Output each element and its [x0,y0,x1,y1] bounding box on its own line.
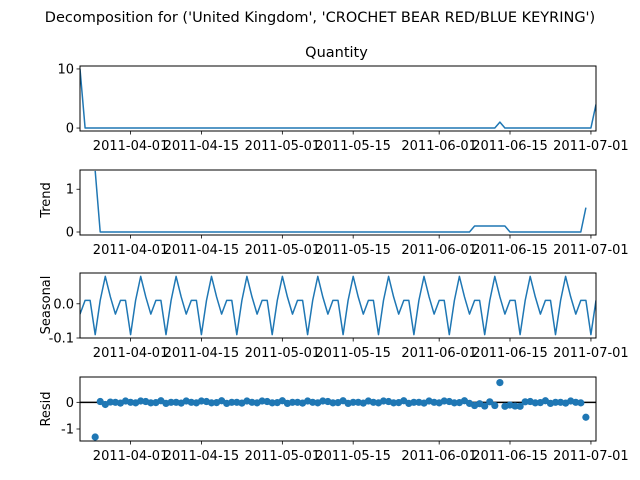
resid-point [288,398,297,406]
quantity-panel-title: Quantity [305,45,368,61]
resid-point [329,399,337,407]
x-tick-label: 2011-07-01 [553,139,629,154]
panel-frame [79,169,597,236]
y-tick-label: 0.0 [53,297,74,312]
x-tick-label: 2011-06-15 [472,243,548,258]
x-tick-label: 2011-07-01 [553,346,629,361]
resid-point [491,401,499,410]
resid-point [207,399,216,407]
seasonal-line [80,275,596,336]
x-tick-label: 2011-04-15 [164,346,240,361]
x-tick-label: 2011-05-01 [245,346,321,361]
x-tick-label: 2011-06-01 [401,139,477,154]
resid-point [410,398,418,406]
x-tick-label: 2011-06-01 [401,449,477,464]
resid-point [167,398,175,406]
x-tick-label: 2011-07-01 [553,243,629,258]
resid-point [390,399,398,407]
resid-point [106,398,114,406]
x-tick-label: 2011-06-01 [401,346,477,361]
resid-point [450,399,458,407]
y-tick-label: -0.1 [49,332,74,347]
x-tick-label: 2011-04-01 [93,346,169,361]
trend-line [94,170,587,233]
resid-point [577,399,585,407]
trend-panel-ylabel: Trend [39,182,54,219]
resid-point [531,399,539,407]
x-tick-label: 2011-05-15 [315,346,391,361]
resid-panel-ylabel: Resid [39,391,54,426]
x-tick-label: 2011-04-01 [93,139,169,154]
y-tick-label: 0 [66,122,74,137]
panel-frame [79,65,597,132]
quantity-line [80,68,596,129]
x-tick-label: 2011-06-01 [401,243,477,258]
resid-point [511,402,519,410]
resid-point [481,402,489,410]
resid-point [349,398,357,406]
resid-point [521,398,529,406]
x-tick-label: 2011-05-01 [245,449,321,464]
y-tick-label: 0 [66,226,74,241]
x-tick-label: 2011-04-15 [164,449,240,464]
resid-point [268,399,276,407]
x-tick-label: 2011-06-15 [472,139,548,154]
x-tick-label: 2011-05-15 [315,243,391,258]
y-tick-label: 0 [66,396,74,411]
resid-point [147,399,155,407]
panel-frame [79,376,597,442]
y-tick-label: 10 [57,62,74,77]
resid-point [91,433,99,441]
x-tick-label: 2011-05-01 [245,243,321,258]
figure-title: Decomposition for ('United Kingdom', 'CR… [45,10,595,26]
resid-point [228,398,236,406]
x-tick-label: 2011-05-15 [315,449,391,464]
x-tick-label: 2011-05-01 [245,139,321,154]
x-tick-label: 2011-06-15 [472,346,548,361]
x-tick-label: 2011-06-15 [472,449,548,464]
resid-point [486,398,494,406]
resid-point [582,413,590,421]
seasonal-panel-ylabel: Seasonal [39,276,54,335]
x-tick-label: 2011-04-01 [93,243,169,258]
x-tick-label: 2011-07-01 [553,449,629,464]
x-tick-label: 2011-05-15 [315,139,391,154]
panel-frame [79,272,597,339]
x-tick-label: 2011-04-15 [164,243,240,258]
y-tick-label: 1 [66,183,74,198]
resid-point [496,379,504,387]
x-tick-label: 2011-04-01 [93,449,169,464]
resid-point [516,402,524,410]
x-tick-label: 2011-04-15 [164,139,240,154]
y-tick-label: -1 [61,423,74,438]
resid-point [551,398,560,406]
